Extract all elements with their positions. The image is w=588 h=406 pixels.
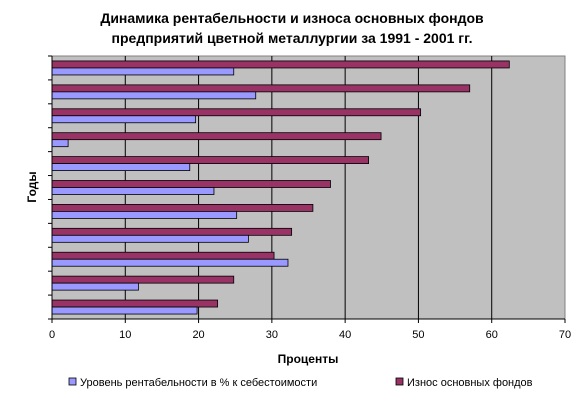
x-axis-title: Проценты — [278, 352, 339, 366]
bar-profitability-5 — [51, 187, 215, 195]
bar-depreciation-3 — [51, 227, 293, 236]
bar-depreciation-8 — [51, 108, 422, 117]
bar-depreciation-1 — [51, 275, 235, 284]
x-tick-label-70: 70 — [559, 329, 571, 341]
gridlines — [124, 56, 493, 319]
bar-profitability-8 — [51, 115, 197, 124]
bar-profitability-3 — [51, 234, 249, 243]
bar-profitability-10 — [51, 67, 235, 76]
x-tick-label-10: 10 — [119, 329, 131, 341]
bar-profitability-6 — [51, 163, 191, 171]
bar-depreciation-5 — [51, 180, 331, 188]
x-tick-label-0: 0 — [49, 329, 55, 341]
legend-label-depreciation: Износ основных фондов — [407, 377, 533, 389]
legend: Уровень рентабельности в % к себестоимос… — [68, 377, 533, 389]
bar-profitability-1 — [51, 282, 139, 291]
x-tick-label-50: 50 — [412, 329, 424, 341]
bar-depreciation-9 — [51, 84, 471, 93]
x-tick-label-30: 30 — [266, 329, 278, 341]
bar-depreciation-2 — [51, 251, 275, 260]
bar-depreciation-6 — [51, 156, 369, 164]
bar-depreciation-0 — [51, 299, 219, 308]
legend-swatch-profitability — [68, 377, 77, 386]
bar-profitability-0 — [51, 306, 198, 315]
x-tick-label-60: 60 — [486, 329, 498, 341]
chart-title-line-1: Динамика рентабельности и износа основны… — [100, 10, 484, 26]
y-axis-title: Годы — [25, 171, 39, 202]
chart-title-line-2: предприятий цветной металлургии за 1991 … — [112, 30, 473, 46]
bar-profitability-9 — [51, 91, 257, 100]
x-tick-label-40: 40 — [339, 329, 351, 341]
bar-profitability-2 — [51, 258, 289, 267]
bar-profitability-7 — [51, 139, 69, 148]
x-tick-label-20: 20 — [192, 329, 204, 341]
x-axis: 0 10 20 30 40 50 60 70 — [48, 55, 571, 341]
legend-swatch-depreciation — [395, 377, 404, 386]
bar-depreciation-10 — [51, 60, 510, 69]
bar-depreciation-4 — [51, 204, 314, 212]
bar-depreciation-7 — [51, 132, 382, 141]
legend-label-profitability: Уровень рентабельности в % к себестоимос… — [80, 377, 317, 389]
bar-profitability-4 — [51, 211, 238, 219]
